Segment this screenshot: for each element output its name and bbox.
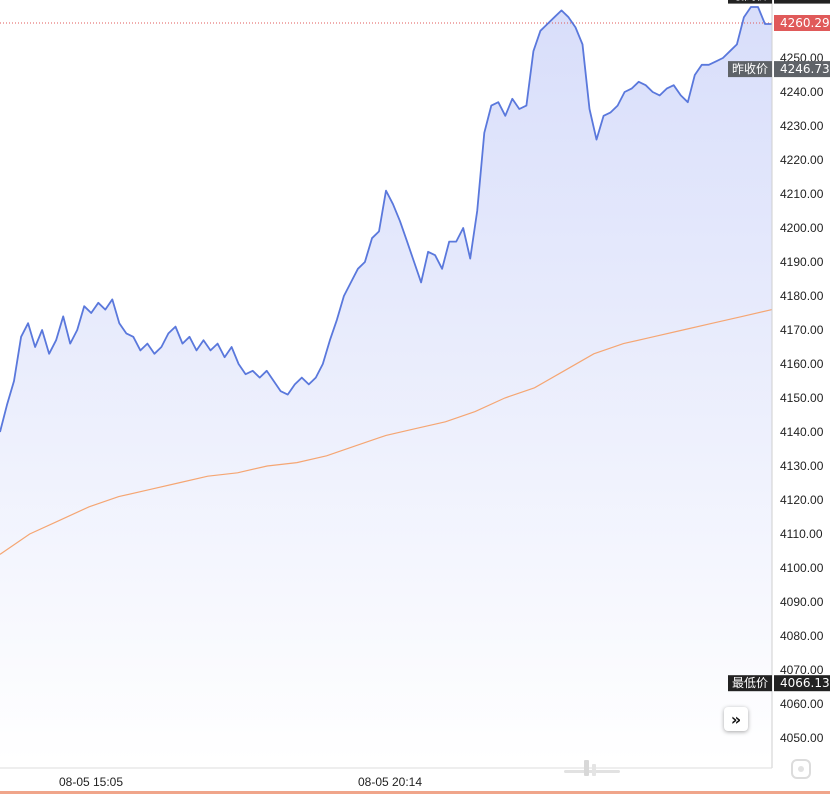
y-tick-label: 4140.00 xyxy=(780,425,824,439)
price-tag: 4260.29 xyxy=(774,15,830,31)
price-tag-label: 最低价 xyxy=(732,676,768,690)
x-tick-label: 08-05 20:14 xyxy=(358,775,422,789)
y-tick-label: 4100.00 xyxy=(780,561,824,575)
y-tick-label: 4110.00 xyxy=(780,527,823,541)
y-tick-label: 4190.00 xyxy=(780,255,824,269)
price-tag-value-bg xyxy=(774,15,830,31)
watermark-icon xyxy=(791,759,811,779)
price-tag-label-bg xyxy=(728,675,772,692)
x-tick-label: 08-05 15:05 xyxy=(59,775,123,789)
price-tag: 4066.13 最低价 xyxy=(728,675,830,692)
y-tick-label: 4150.00 xyxy=(780,391,824,405)
price-tag: 4246.73 昨收价 xyxy=(728,61,830,78)
price-tag-value: 4066.13 xyxy=(780,676,830,690)
y-tick-label: 4210.00 xyxy=(780,187,824,201)
price-line xyxy=(0,6,772,433)
price-tag-value: 4268.36 xyxy=(780,0,830,3)
scroll-right-button[interactable]: » xyxy=(724,707,748,731)
price-tag-value-bg xyxy=(774,61,830,78)
y-tick-label: 4200.00 xyxy=(780,221,824,235)
y-tick-label: 4090.00 xyxy=(780,595,824,609)
y-tick-label: 4220.00 xyxy=(780,153,824,167)
y-tick-label: 4230.00 xyxy=(780,119,824,133)
y-tick-label: 4180.00 xyxy=(780,289,824,303)
average-price-line xyxy=(0,309,773,555)
bottom-border xyxy=(0,791,830,794)
price-tag: 4268.36 最高价 xyxy=(728,0,830,4)
y-tick-label: 4120.00 xyxy=(780,493,824,507)
price-tag-value: 4260.29 xyxy=(780,16,830,30)
price-tag-value: 4246.73 xyxy=(780,62,830,76)
y-tick-label: 4130.00 xyxy=(780,459,824,473)
price-tag-value-bg xyxy=(774,675,830,692)
y-tick-label: 4160.00 xyxy=(780,357,824,371)
y-tick-label: 4060.00 xyxy=(780,697,824,711)
watermark-logo xyxy=(564,760,620,776)
price-tag-value-bg xyxy=(774,0,830,4)
price-area-fill xyxy=(0,7,772,762)
price-tag-label-bg xyxy=(728,61,772,78)
price-tag-label-bg xyxy=(728,0,772,4)
y-tick-label: 4080.00 xyxy=(780,629,824,643)
y-tick-label: 4170.00 xyxy=(780,323,824,337)
y-tick-label: 4240.00 xyxy=(780,85,824,99)
price-tag-label: 最高价 xyxy=(732,0,768,3)
y-tick-label: 4070.00 xyxy=(780,663,824,677)
price-tag-label: 昨收价 xyxy=(732,62,768,76)
y-tick-label: 4050.00 xyxy=(780,731,824,745)
